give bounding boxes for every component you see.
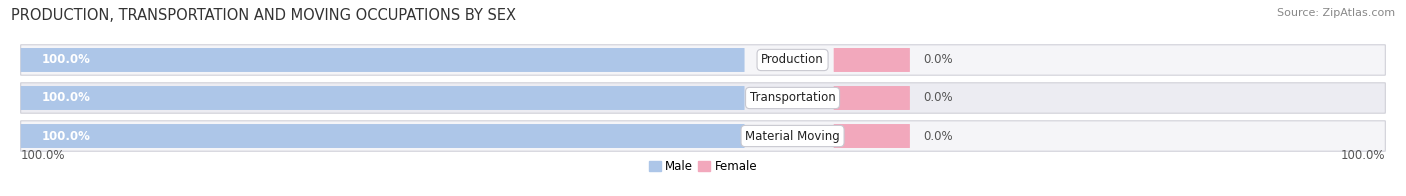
FancyBboxPatch shape [834, 86, 910, 110]
FancyBboxPatch shape [21, 45, 1385, 75]
FancyBboxPatch shape [21, 86, 745, 110]
FancyBboxPatch shape [21, 121, 1385, 151]
Text: 0.0%: 0.0% [924, 130, 953, 142]
FancyBboxPatch shape [834, 48, 910, 72]
Text: PRODUCTION, TRANSPORTATION AND MOVING OCCUPATIONS BY SEX: PRODUCTION, TRANSPORTATION AND MOVING OC… [11, 8, 516, 23]
FancyBboxPatch shape [21, 83, 1385, 113]
Text: 0.0%: 0.0% [924, 54, 953, 66]
Legend: Male, Female: Male, Female [644, 155, 762, 177]
FancyBboxPatch shape [834, 124, 910, 148]
FancyBboxPatch shape [21, 48, 745, 72]
Text: 100.0%: 100.0% [1340, 149, 1385, 162]
Text: Material Moving: Material Moving [745, 130, 839, 142]
FancyBboxPatch shape [21, 124, 745, 148]
Text: Production: Production [761, 54, 824, 66]
Text: 0.0%: 0.0% [924, 92, 953, 104]
Text: 100.0%: 100.0% [42, 130, 90, 142]
Text: 100.0%: 100.0% [42, 92, 90, 104]
Text: 100.0%: 100.0% [42, 54, 90, 66]
Text: 100.0%: 100.0% [21, 149, 66, 162]
Text: Source: ZipAtlas.com: Source: ZipAtlas.com [1277, 8, 1395, 18]
Text: Transportation: Transportation [749, 92, 835, 104]
